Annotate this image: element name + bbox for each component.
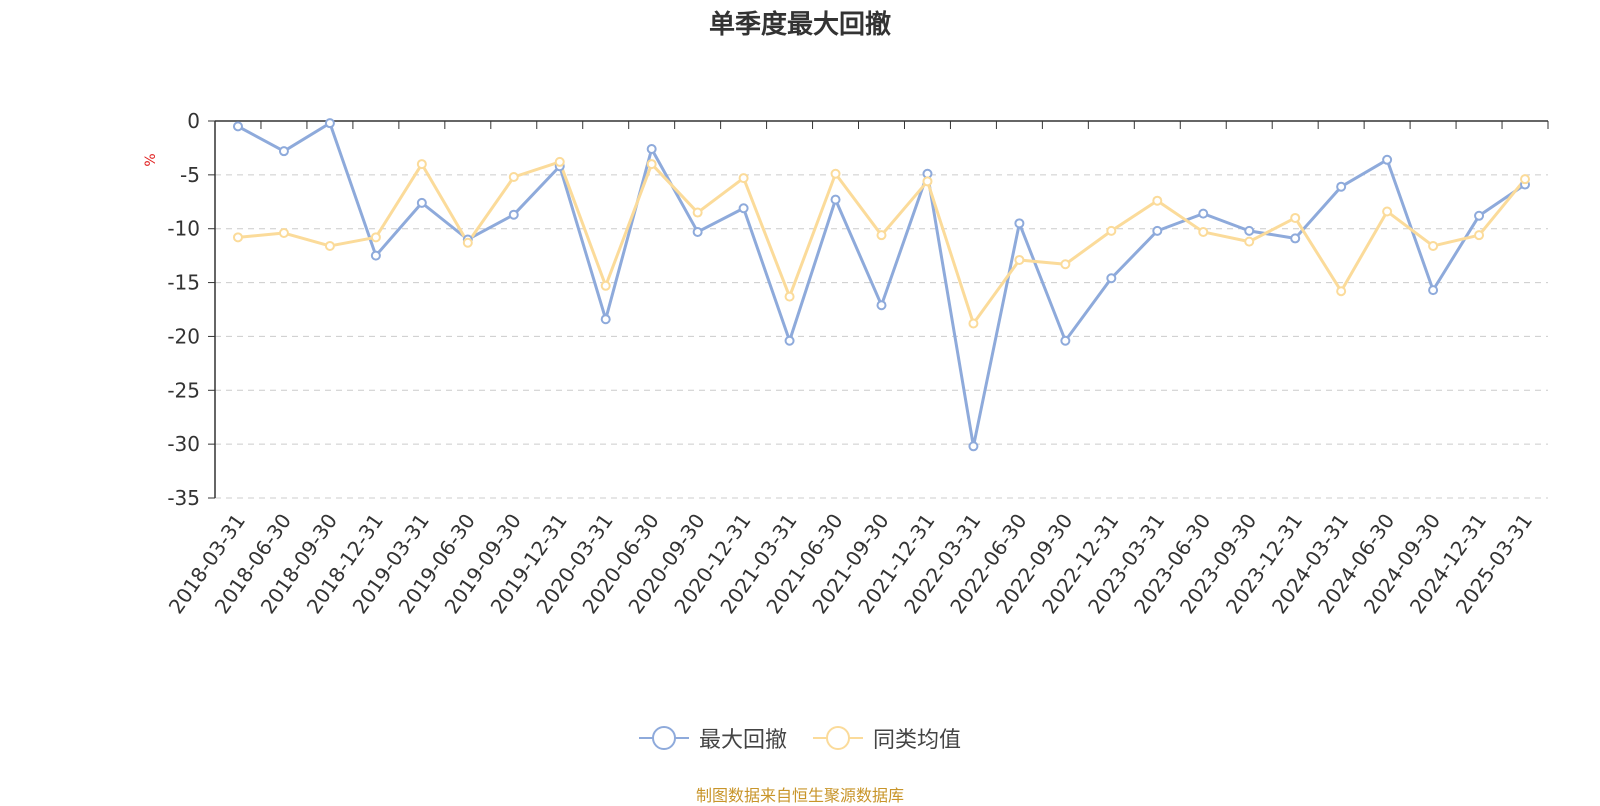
data-point-series-1 bbox=[1382, 206, 1393, 217]
data-point-series-1 bbox=[554, 156, 565, 167]
data-point-series-1 bbox=[876, 230, 887, 241]
data-point-series-0 bbox=[1428, 285, 1439, 296]
data-point-series-0 bbox=[1014, 218, 1025, 229]
series-line-0 bbox=[237, 121, 1526, 448]
data-point-series-0 bbox=[968, 441, 979, 452]
data-point-series-1 bbox=[922, 176, 933, 187]
data-point-series-1 bbox=[646, 159, 657, 170]
y-tick-label: -35 bbox=[167, 486, 200, 510]
y-tick-label: -15 bbox=[167, 271, 200, 295]
data-point-series-1 bbox=[324, 240, 335, 251]
legend-item-series-0[interactable]: 最大回撤 bbox=[638, 722, 787, 754]
data-point-series-1 bbox=[1290, 212, 1301, 223]
data-point-series-0 bbox=[1152, 225, 1163, 236]
data-point-series-0 bbox=[784, 335, 795, 346]
legend-swatch-series-1 bbox=[813, 726, 863, 750]
data-point-series-1 bbox=[1428, 240, 1439, 251]
data-point-series-0 bbox=[1198, 208, 1209, 219]
data-point-series-1 bbox=[600, 280, 611, 291]
y-tick-label: 0 bbox=[187, 109, 200, 133]
data-point-series-1 bbox=[738, 173, 749, 184]
data-point-series-1 bbox=[416, 159, 427, 170]
legend-marker bbox=[826, 726, 850, 750]
data-point-series-0 bbox=[278, 146, 289, 157]
data-point-series-0 bbox=[1382, 154, 1393, 165]
data-point-series-0 bbox=[646, 144, 657, 155]
data-point-series-1 bbox=[784, 291, 795, 302]
y-tick-label: -30 bbox=[167, 432, 200, 456]
data-point-series-1 bbox=[1336, 286, 1347, 297]
data-point-series-1 bbox=[462, 237, 473, 248]
y-tick-label: -10 bbox=[167, 217, 200, 241]
data-point-series-0 bbox=[1244, 225, 1255, 236]
data-point-series-1 bbox=[1244, 236, 1255, 247]
y-axis-unit-label: % bbox=[143, 153, 159, 166]
data-point-series-1 bbox=[1474, 230, 1485, 241]
data-point-series-0 bbox=[324, 118, 335, 129]
y-tick-label: -20 bbox=[167, 324, 200, 348]
data-point-series-0 bbox=[508, 209, 519, 220]
data-point-series-0 bbox=[1336, 181, 1347, 192]
y-tick-label: -25 bbox=[167, 378, 200, 402]
data-point-series-1 bbox=[278, 228, 289, 239]
data-point-series-1 bbox=[1106, 225, 1117, 236]
data-point-series-0 bbox=[876, 300, 887, 311]
legend-swatch-series-0 bbox=[638, 726, 689, 750]
legend-label-series-0: 最大回撤 bbox=[698, 728, 787, 753]
data-point-series-1 bbox=[1152, 195, 1163, 206]
data-point-series-0 bbox=[370, 250, 381, 261]
source-note: 制图数据来自恒生聚源数据库 bbox=[695, 786, 904, 805]
data-point-series-1 bbox=[692, 207, 703, 218]
series-lines bbox=[232, 118, 1531, 452]
legend: 最大回撤 同类均值 bbox=[0, 722, 1600, 754]
data-point-series-0 bbox=[830, 194, 841, 205]
data-point-series-0 bbox=[600, 314, 611, 325]
data-point-series-1 bbox=[830, 168, 841, 179]
data-point-series-0 bbox=[416, 197, 427, 208]
data-point-series-0 bbox=[692, 226, 703, 237]
data-point-series-1 bbox=[1520, 174, 1531, 185]
gridlines bbox=[215, 174, 1548, 499]
data-point-series-0 bbox=[1060, 335, 1071, 346]
data-point-series-1 bbox=[508, 172, 519, 183]
data-point-series-1 bbox=[232, 232, 243, 243]
y-tick-label: -5 bbox=[180, 163, 200, 187]
data-point-series-1 bbox=[1014, 254, 1025, 265]
chart-title: 单季度最大回撤 bbox=[708, 10, 891, 40]
data-point-series-0 bbox=[1474, 210, 1485, 221]
legend-marker bbox=[651, 726, 676, 750]
data-point-series-1 bbox=[370, 232, 381, 243]
data-point-series-0 bbox=[232, 121, 243, 132]
data-point-series-1 bbox=[1198, 226, 1209, 237]
data-point-series-1 bbox=[968, 318, 979, 329]
data-point-series-0 bbox=[1290, 233, 1301, 244]
legend-item-series-1[interactable]: 同类均值 bbox=[813, 722, 961, 754]
data-point-series-0 bbox=[738, 203, 749, 214]
series-line-1 bbox=[237, 160, 1527, 326]
data-point-series-1 bbox=[1060, 259, 1071, 270]
data-point-series-0 bbox=[1106, 273, 1117, 284]
legend-label-series-1: 同类均值 bbox=[873, 728, 962, 753]
